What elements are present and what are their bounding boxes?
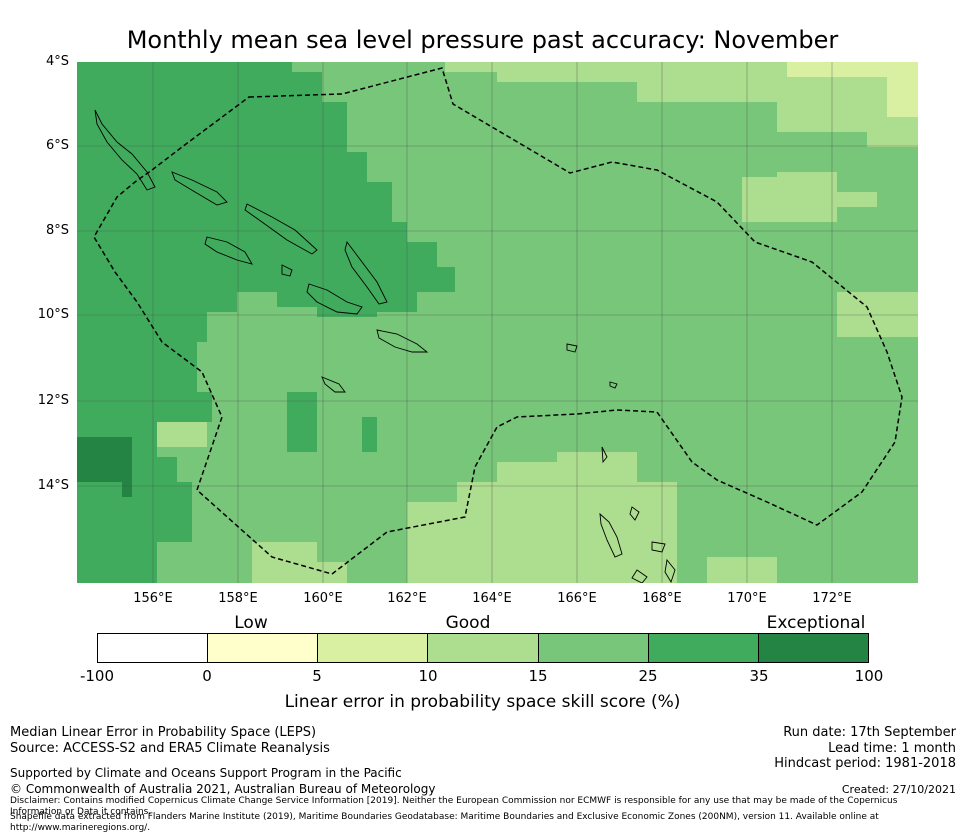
lon-label: 162°E bbox=[387, 591, 427, 606]
eez-boundary bbox=[93, 67, 903, 575]
lon-label: 160°E bbox=[303, 591, 343, 606]
lead-time: Lead time: 1 month bbox=[828, 741, 956, 756]
skill-field-5-10 bbox=[787, 62, 918, 117]
hindcast-period: Hindcast period: 1981-2018 bbox=[774, 756, 956, 771]
colorbar-segment bbox=[98, 634, 209, 662]
lon-label: 168°E bbox=[642, 591, 682, 606]
bougainville-island bbox=[94, 109, 156, 191]
colorbar-segment bbox=[758, 634, 868, 662]
santa-isabel-island bbox=[244, 203, 318, 255]
skill-map[interactable] bbox=[77, 62, 918, 583]
banks-islands bbox=[629, 506, 640, 521]
pentecost-island bbox=[664, 558, 676, 583]
colorbar-tick: 15 bbox=[528, 667, 548, 685]
espiritu-santo-island bbox=[599, 512, 623, 558]
skill-field-10-15 bbox=[445, 62, 918, 147]
skill-field-10-15 bbox=[742, 172, 877, 222]
lon-label: 156°E bbox=[133, 591, 173, 606]
colorbar-tick: 35 bbox=[749, 667, 769, 685]
colorbar-segment bbox=[208, 634, 319, 662]
skill-field-10-15 bbox=[157, 417, 207, 447]
colorbar bbox=[97, 633, 869, 663]
skill-field-10-15 bbox=[707, 557, 777, 583]
source-text: Source: ACCESS-S2 and ERA5 Climate Reana… bbox=[10, 741, 330, 756]
makira-island bbox=[376, 329, 429, 353]
chart-title: Monthly mean sea level pressure past acc… bbox=[126, 26, 839, 54]
colorbar-tick: 25 bbox=[638, 667, 658, 685]
copyright-text: © Commonwealth of Australia 2021, Austra… bbox=[10, 782, 436, 796]
small-island bbox=[609, 381, 618, 389]
lat-label: 6°S bbox=[45, 138, 69, 153]
lat-label: 8°S bbox=[45, 223, 69, 238]
category-low: Low bbox=[234, 613, 268, 633]
rennell-island bbox=[321, 376, 346, 393]
colorbar-segment bbox=[648, 634, 759, 662]
colorbar-tick: -100 bbox=[79, 667, 115, 685]
russell-islands bbox=[281, 264, 293, 277]
colorbar-segment bbox=[428, 634, 539, 662]
created-date: Created: 27/10/2021 bbox=[841, 783, 956, 796]
run-date: Run date: 17th September bbox=[783, 725, 956, 740]
colorbar-segment bbox=[318, 634, 429, 662]
map-canvas bbox=[77, 62, 918, 583]
lon-label: 172°E bbox=[812, 591, 852, 606]
colorbar-segment bbox=[538, 634, 649, 662]
torres-islands bbox=[601, 446, 608, 464]
skill-field-10-15 bbox=[837, 292, 918, 337]
colorbar-tick: 0 bbox=[202, 667, 212, 685]
new-georgia-island bbox=[204, 236, 253, 265]
skill-field-35-100 bbox=[77, 437, 132, 497]
malakula-island bbox=[631, 569, 648, 583]
method-text: Median Linear Error in Probability Space… bbox=[10, 725, 317, 740]
colorbar-tick: 100 bbox=[854, 667, 884, 685]
guadalcanal-island bbox=[306, 283, 363, 315]
lon-label: 158°E bbox=[218, 591, 258, 606]
lon-label: 166°E bbox=[557, 591, 597, 606]
skill-field-10-15 bbox=[407, 452, 677, 583]
graticule bbox=[77, 62, 918, 583]
support-text: Supported by Climate and Oceans Support … bbox=[10, 766, 402, 780]
shapefile-credit: Shapefile data extracted from Flanders M… bbox=[10, 812, 879, 833]
category-good: Good bbox=[445, 613, 491, 633]
santa-cruz-islands bbox=[566, 343, 578, 353]
lat-label: 14°S bbox=[37, 478, 69, 493]
choiseul-island bbox=[171, 171, 228, 206]
coastlines bbox=[94, 109, 676, 583]
disclaimer-text: Disclaimer: Contains modified Copernicus… bbox=[10, 796, 898, 817]
lat-label: 12°S bbox=[37, 393, 69, 408]
colorbar-tick: 10 bbox=[418, 667, 438, 685]
skill-field-25-35 bbox=[287, 392, 317, 452]
lon-label: 170°E bbox=[727, 591, 767, 606]
lat-label: 4°S bbox=[45, 54, 69, 69]
skill-field-25-35 bbox=[362, 417, 377, 452]
malaita-island bbox=[344, 240, 388, 305]
maewo-island bbox=[651, 541, 666, 553]
lon-label: 164°E bbox=[472, 591, 512, 606]
colorbar-label: Linear error in probability space skill … bbox=[284, 692, 681, 712]
lat-label: 10°S bbox=[37, 307, 69, 322]
colorbar-tick: 5 bbox=[312, 667, 322, 685]
skill-field-25-35 bbox=[77, 62, 455, 583]
category-exceptional: Exceptional bbox=[766, 613, 866, 633]
